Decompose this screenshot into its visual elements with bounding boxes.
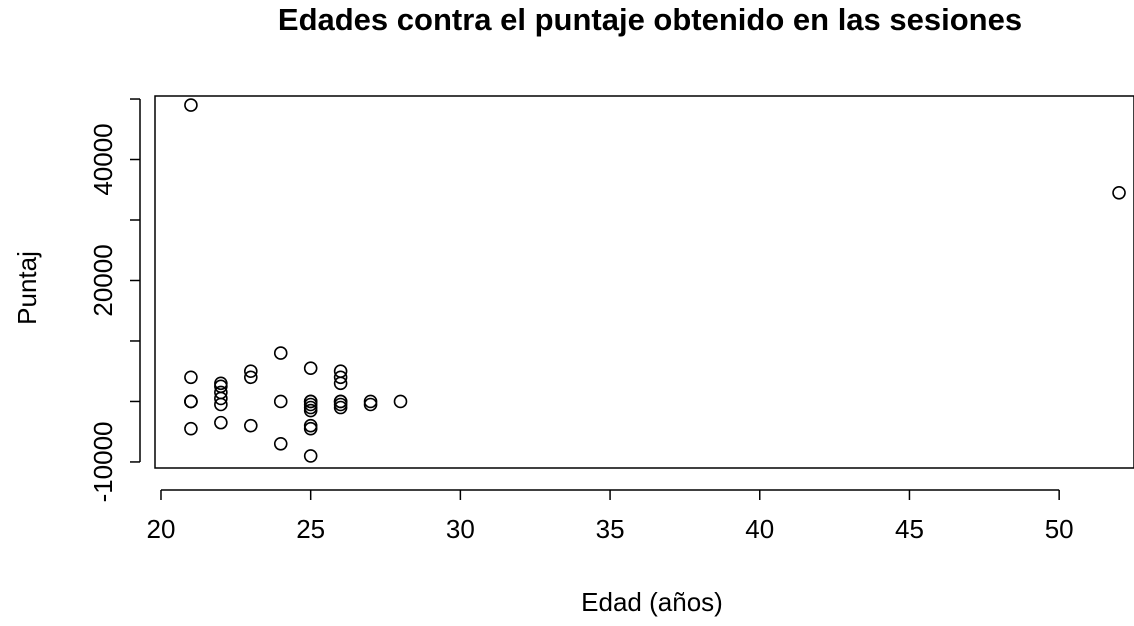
x-tick-label: 40 <box>745 514 774 544</box>
data-point <box>363 397 378 412</box>
y-tick-label: 40000 <box>88 123 118 195</box>
data-point <box>333 394 348 409</box>
data-point <box>303 403 318 418</box>
x-axis-label: Edad (años) <box>581 587 723 617</box>
y-tick-label: -10000 <box>88 421 118 502</box>
data-point <box>184 421 198 436</box>
x-tick-label: 50 <box>1045 514 1074 544</box>
data-point <box>333 397 348 412</box>
x-tick-label: 35 <box>596 514 625 544</box>
x-tick-label: 25 <box>296 514 325 544</box>
plot-frame <box>154 95 1134 469</box>
chart-title: Edades contra el puntaje obtenido en las… <box>278 2 1022 37</box>
x-tick-label: 30 <box>446 514 475 544</box>
data-point <box>303 449 318 463</box>
x-tick-label: 20 <box>147 514 176 544</box>
data-point <box>273 394 288 409</box>
data-points <box>184 98 1126 463</box>
x-axis: 20 25 30 35 40 45 50 <box>147 489 1074 544</box>
data-point <box>244 418 258 433</box>
data-point <box>244 370 258 385</box>
data-point <box>214 415 228 430</box>
data-point <box>393 394 408 409</box>
y-axis-label: Puntaj <box>12 251 42 325</box>
data-point <box>184 394 198 409</box>
data-point <box>333 400 348 415</box>
x-tick-label: 45 <box>895 514 924 544</box>
data-point <box>303 421 318 436</box>
data-point <box>303 418 318 433</box>
data-point <box>333 376 348 391</box>
data-point <box>303 361 318 375</box>
data-point <box>303 394 318 409</box>
y-axis: -10000 20000 40000 <box>88 98 141 502</box>
data-point <box>184 370 198 385</box>
data-point <box>1112 185 1126 200</box>
data-point <box>214 391 228 406</box>
y-tick-label: 20000 <box>88 244 118 316</box>
data-point <box>273 437 288 451</box>
data-point <box>333 370 348 385</box>
data-point <box>363 394 378 409</box>
data-point <box>273 346 288 360</box>
data-point <box>184 98 198 112</box>
data-point <box>214 397 228 412</box>
data-point <box>244 364 258 379</box>
